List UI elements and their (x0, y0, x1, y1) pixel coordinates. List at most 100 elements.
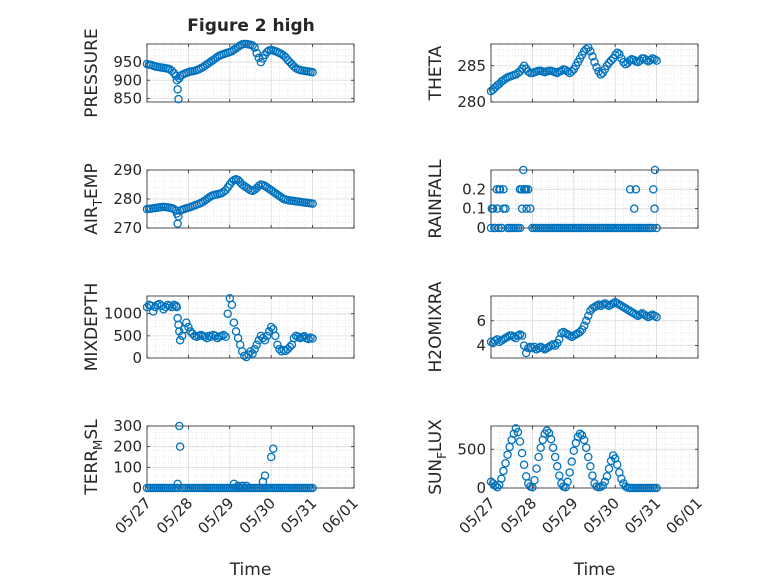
data-point (652, 223, 661, 233)
data-point (223, 309, 232, 318)
data-point (487, 204, 497, 213)
data-point (550, 341, 560, 350)
data-point (273, 340, 282, 349)
data-point (522, 204, 531, 213)
data-point (167, 66, 177, 76)
data-point (515, 437, 525, 446)
data-point (606, 456, 616, 466)
data-point (146, 301, 156, 310)
y-tick-label: 300 (113, 417, 142, 435)
axes-box (490, 43, 699, 103)
data-point (244, 184, 253, 194)
data-point (536, 443, 545, 452)
plot-area (147, 426, 354, 488)
data-point (501, 458, 510, 468)
data-point (499, 466, 508, 476)
y-tick-label: 500 (457, 440, 486, 458)
data-point (519, 341, 529, 350)
y-tick-label: 280 (457, 93, 486, 111)
minor-grid (490, 43, 699, 103)
data-point (567, 457, 576, 466)
data-point (649, 185, 658, 194)
series-markers (486, 424, 661, 493)
data-point (266, 322, 276, 332)
data-point (229, 318, 239, 327)
data-point (619, 57, 628, 67)
figure-title: Figure 2 high (187, 16, 315, 36)
data-point (546, 434, 556, 444)
data-point (200, 332, 210, 341)
data-point (304, 334, 313, 344)
y-tick-label: 6 (476, 312, 486, 330)
data-point (503, 450, 512, 459)
data-point (182, 318, 191, 327)
data-point (613, 48, 622, 57)
data-point (227, 300, 237, 310)
data-point (586, 47, 595, 56)
data-point (650, 204, 659, 213)
data-point (530, 475, 539, 485)
data-point (219, 330, 228, 340)
series-markers (142, 175, 317, 228)
y-tick-label: 850 (113, 89, 142, 107)
data-point (534, 452, 543, 462)
data-point (567, 67, 576, 76)
data-point (652, 56, 661, 65)
data-point (264, 327, 274, 336)
data-point (530, 342, 539, 352)
data-point (497, 474, 506, 483)
data-point (258, 333, 268, 343)
data-point (167, 302, 177, 312)
data-point (242, 352, 251, 362)
data-point (289, 333, 299, 343)
data-point (308, 68, 317, 77)
data-point (492, 204, 502, 213)
data-point (260, 336, 270, 345)
data-point (497, 223, 507, 233)
data-point (590, 57, 599, 67)
data-point (604, 464, 614, 473)
data-point (252, 340, 261, 349)
data-point (515, 223, 525, 233)
data-point (308, 199, 317, 208)
data-point (563, 477, 572, 487)
data-point (519, 165, 528, 175)
y-tick-label: 280 (113, 190, 142, 208)
data-point (495, 185, 505, 194)
y-tick-label: 290 (113, 161, 142, 179)
data-point (575, 327, 585, 337)
data-point (173, 479, 182, 489)
y-axis-label: PRESSURE (82, 28, 102, 117)
data-point (173, 483, 183, 493)
y-axis-label: TERRMSL (82, 419, 105, 496)
data-point (173, 85, 182, 94)
data-point (266, 452, 276, 462)
y-axis-label: RAINFALL (426, 159, 446, 239)
y-axis-label: THETA (426, 45, 446, 101)
data-point (509, 429, 519, 438)
data-point (174, 94, 183, 104)
data-point (524, 67, 533, 76)
data-point (161, 302, 170, 312)
data-point (635, 56, 645, 65)
data-point (174, 212, 183, 221)
y-tick-label: 0 (476, 479, 486, 497)
data-point (579, 435, 589, 445)
subplot-3: 270 280 290 AIRTEMP (82, 161, 355, 237)
data-point (606, 56, 616, 65)
data-point (148, 307, 158, 316)
data-point (262, 331, 272, 341)
series-markers (486, 43, 661, 96)
data-point (520, 185, 530, 194)
data-point (552, 68, 562, 78)
data-point (221, 332, 230, 341)
data-point (248, 41, 257, 50)
data-point (490, 481, 500, 490)
subplot-2: 280 285 THETA (426, 43, 699, 111)
data-point (494, 223, 503, 233)
data-point (615, 49, 624, 59)
data-point (610, 50, 620, 60)
data-point (550, 452, 560, 462)
